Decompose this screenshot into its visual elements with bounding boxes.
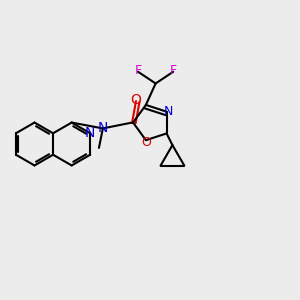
- Text: F: F: [134, 64, 142, 77]
- Text: N: N: [164, 105, 173, 118]
- Text: F: F: [169, 64, 177, 77]
- Text: O: O: [141, 136, 151, 149]
- Text: N: N: [98, 122, 108, 135]
- Text: O: O: [130, 93, 141, 106]
- Text: N: N: [85, 126, 95, 140]
